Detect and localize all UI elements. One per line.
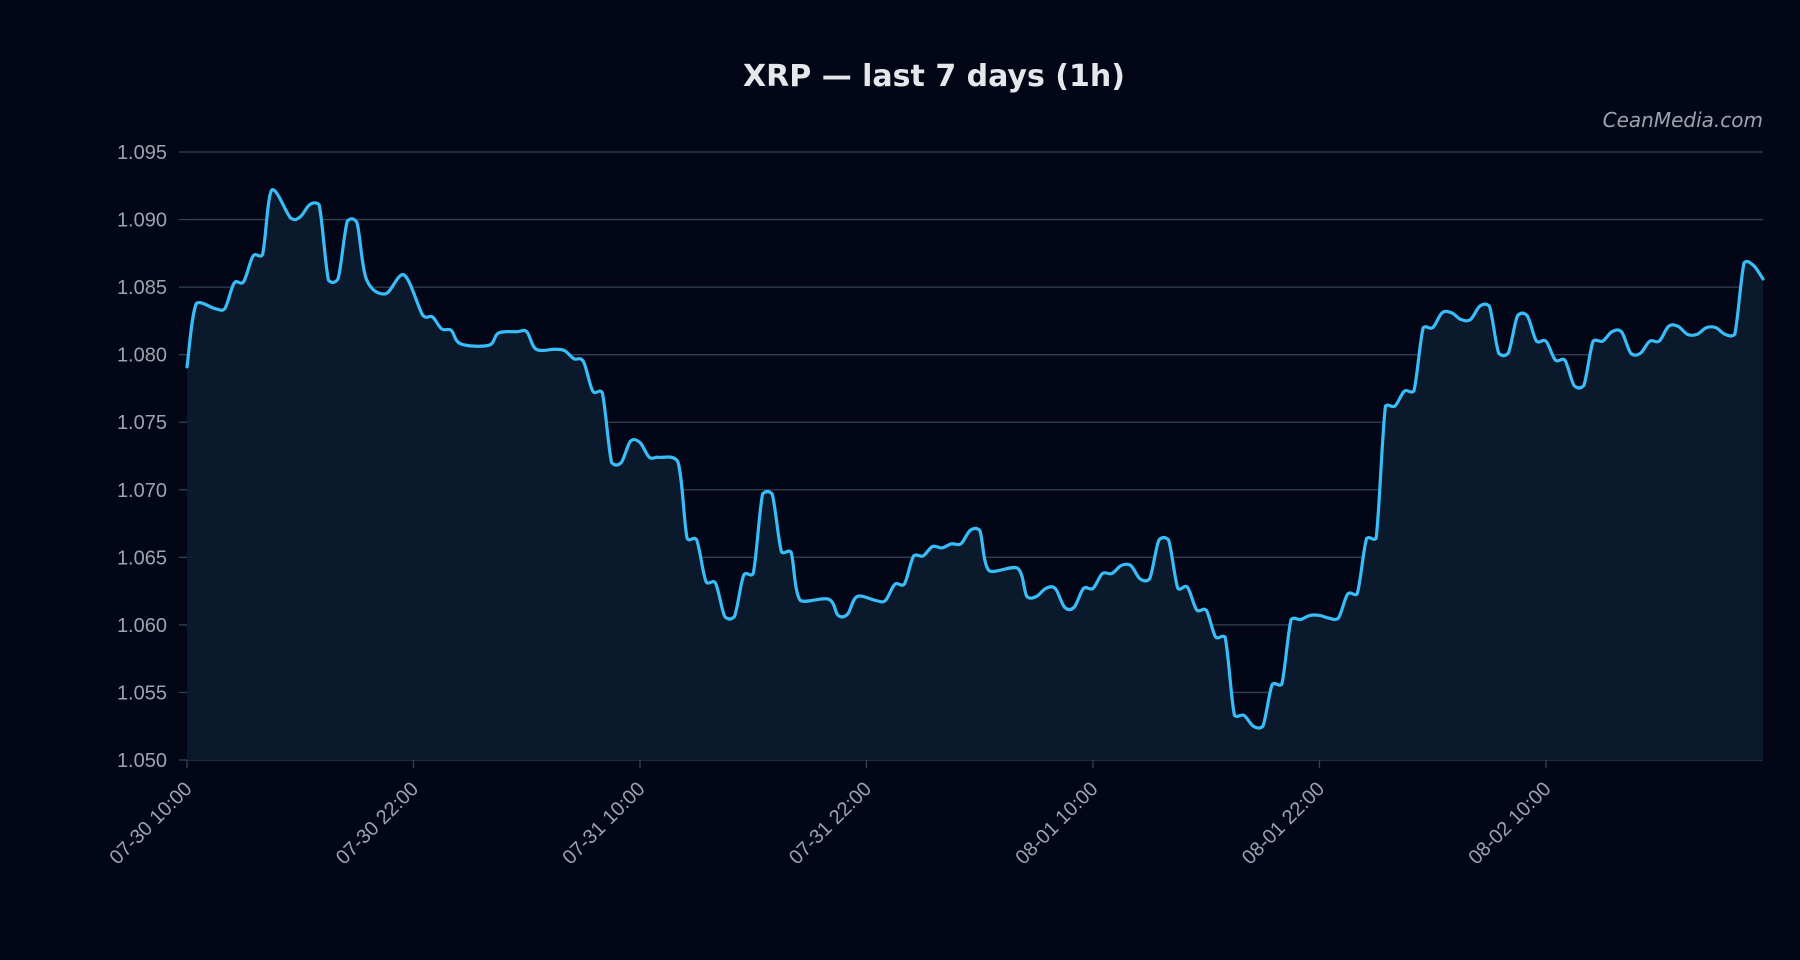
x-tick-label: 08-02 10:00 [1464,778,1555,869]
x-tick-label: 08-01 22:00 [1238,778,1329,869]
chart-title: XRP — last 7 days (1h) [743,59,1125,94]
y-tick-label: 1.095 [117,142,167,164]
series-line [185,188,1765,730]
y-tick-label: 1.070 [117,480,167,502]
y-tick-label: 1.075 [117,412,167,434]
x-tick-label: 07-30 10:00 [105,778,196,869]
x-tick-label: 07-30 22:00 [332,778,423,869]
series-area [187,189,1763,760]
watermark: CeanMedia.com [1603,108,1763,132]
y-tick-label: 1.065 [117,547,167,569]
x-tick-label: 07-31 10:00 [558,778,649,869]
y-tick-label: 1.050 [117,750,167,772]
y-tick-label: 1.055 [117,682,167,704]
y-tick-label: 1.080 [117,345,167,367]
x-tick-label: 07-31 22:00 [785,778,876,869]
x-tick-label: 08-01 10:00 [1011,778,1102,869]
y-tick-label: 1.085 [117,277,167,299]
x-axis-ticks: 07-30 10:00 07-30 22:00 07-31 10:00 07-31 2… [105,760,1555,869]
y-axis-ticks: 1.095 1.090 1.085 1.080 1.075 1.070 1.065 1.060… [117,142,187,772]
series-layer [185,188,1765,760]
y-tick-label: 1.060 [117,615,167,637]
y-tick-label: 1.090 [117,210,167,232]
